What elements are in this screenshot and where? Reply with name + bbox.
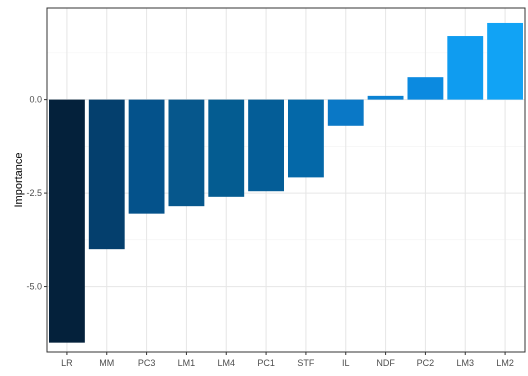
bar-lm2 <box>487 22 524 100</box>
y-tick-label: -5.0 <box>26 282 42 292</box>
bar-pc1 <box>248 99 285 192</box>
y-tick-label: -2.5 <box>26 188 42 198</box>
x-tick-label: LR <box>61 358 73 368</box>
y-axis-title: Importance <box>13 152 25 207</box>
bar-lm1 <box>168 99 205 207</box>
y-tick-label: 0.0 <box>29 95 42 105</box>
x-tick-label: PC2 <box>417 358 435 368</box>
panel-border <box>46 7 526 353</box>
bar-lr <box>48 99 85 343</box>
x-tick-label: NDF <box>376 358 395 368</box>
x-tick-label: LM2 <box>496 358 514 368</box>
bar-mm <box>88 99 125 250</box>
bar-lm3 <box>447 36 484 100</box>
x-tick-label: LM3 <box>456 358 474 368</box>
panel-background <box>47 8 525 352</box>
bar-ndf <box>367 95 404 100</box>
x-tick-label: LM4 <box>217 358 235 368</box>
x-tick-label: MM <box>99 358 114 368</box>
y-axis: 0.0 -2.5 -5.0 <box>26 95 47 292</box>
x-tick-label: PC1 <box>257 358 275 368</box>
bar-il <box>327 99 364 126</box>
bar-pc3 <box>128 99 165 214</box>
bars <box>48 22 524 343</box>
bar-lm4 <box>208 99 245 197</box>
bar-stf <box>287 99 324 178</box>
x-axis: LR MM PC3 LM1 LM4 PC1 STF IL NDF PC2 LM3 LM2 <box>61 352 514 368</box>
plot-panel <box>46 7 526 353</box>
x-tick-label: LM1 <box>178 358 196 368</box>
bar-pc2 <box>407 77 444 100</box>
x-tick-label: PC3 <box>138 358 156 368</box>
x-tick-label: IL <box>342 358 350 368</box>
x-tick-label: STF <box>297 358 315 368</box>
